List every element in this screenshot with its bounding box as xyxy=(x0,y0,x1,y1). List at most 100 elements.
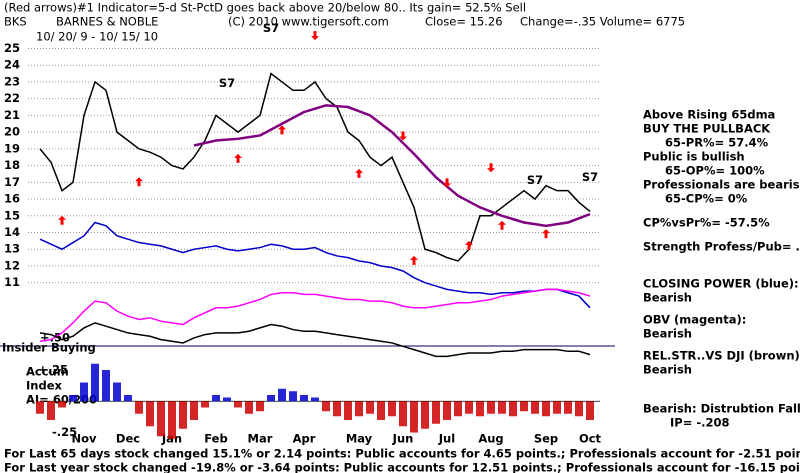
signal-arrow xyxy=(58,215,66,225)
bar xyxy=(454,401,462,417)
series-line xyxy=(39,221,591,309)
legend-status: Bearish xyxy=(643,291,692,305)
x-tick-label: Mar xyxy=(248,432,273,446)
bar xyxy=(135,401,143,414)
panel-note: Professionals are bearish xyxy=(643,178,800,192)
panel-note: CP%vsPr%= -57.5% xyxy=(643,216,770,230)
bar xyxy=(487,401,495,414)
copyright: (C) 2010 www.tigersoft.com xyxy=(228,15,389,29)
bar xyxy=(575,401,583,417)
signal-arrow xyxy=(278,125,286,135)
bar xyxy=(421,401,429,429)
x-tick-label: Apr xyxy=(293,432,316,446)
series-line xyxy=(39,322,591,358)
legend-entry: CLOSING POWER (blue): xyxy=(643,277,799,291)
y-tick-label: 14 xyxy=(4,225,20,239)
bar xyxy=(542,401,550,417)
y-tick-label: 11 xyxy=(4,275,20,289)
signal-arrow xyxy=(234,153,242,163)
signal-arrow xyxy=(498,220,506,230)
signal-arrow xyxy=(399,131,407,141)
bar xyxy=(157,401,165,437)
y-tick-label: 13 xyxy=(4,242,20,256)
close: Close= 15.26 xyxy=(425,15,503,29)
signal-arrow xyxy=(135,177,143,187)
y-tick-label: 17 xyxy=(4,175,20,189)
bar xyxy=(399,401,407,427)
bar xyxy=(80,382,88,402)
signal-arrow xyxy=(487,163,495,173)
y-tick-label: 15 xyxy=(4,208,20,222)
series-line xyxy=(39,288,591,343)
x-tick-label: Sep xyxy=(534,432,558,446)
bar xyxy=(190,401,198,420)
bar xyxy=(377,401,385,420)
bar xyxy=(355,401,363,417)
signal-arrow xyxy=(542,229,550,239)
bar xyxy=(223,397,231,402)
bar xyxy=(102,370,110,402)
panel-note: Above Rising 65dma xyxy=(643,108,775,122)
insider-label: Insider Buying xyxy=(2,341,96,355)
bar xyxy=(278,388,286,402)
bar xyxy=(212,395,220,402)
chart-title: (Red arrows)#1 Indicator=5-d St-PctD goe… xyxy=(4,1,526,15)
signal-label: S7 xyxy=(582,170,598,184)
y-tick-label: 23 xyxy=(4,74,20,88)
bar xyxy=(388,401,396,417)
y-tick-label: 18 xyxy=(4,158,20,172)
company: BARNES & NOBLE xyxy=(56,15,158,29)
y-tick-label: +.25 xyxy=(38,363,68,377)
bar xyxy=(69,395,77,402)
bar xyxy=(300,395,308,402)
y-tick-label: 12 xyxy=(4,258,20,272)
bar xyxy=(124,395,132,402)
y-tick-label: 21 xyxy=(4,108,20,122)
bar xyxy=(146,401,154,427)
legend-status: Bearish xyxy=(643,327,692,341)
y-tick-label: 16 xyxy=(4,192,20,206)
bar xyxy=(498,401,506,414)
x-tick-label: Nov xyxy=(71,432,97,446)
panel-note: 65-CP%= 0% xyxy=(665,192,748,206)
signal-label: S7 xyxy=(219,76,235,90)
x-tick-label: Aug xyxy=(478,432,503,446)
bar xyxy=(168,401,176,439)
x-tick-label: Jun xyxy=(392,432,414,446)
bar xyxy=(564,401,572,414)
bar xyxy=(443,401,451,420)
bar xyxy=(344,401,352,420)
ticker: BKS xyxy=(4,15,27,29)
panel-note: 65-PR%= 57.4% xyxy=(665,136,769,150)
footer-line: For Last year stock changed -19.8% or -3… xyxy=(4,461,800,473)
bar xyxy=(476,401,484,417)
signal-arrow xyxy=(355,168,363,178)
bar xyxy=(113,382,121,402)
accum-label: Index xyxy=(26,379,62,393)
legend-status: Bearish xyxy=(643,363,692,377)
bar xyxy=(509,401,517,417)
bar xyxy=(553,401,561,414)
bar xyxy=(520,401,528,412)
signal-note: Bearish: Distrubtion Falling. xyxy=(643,402,800,416)
legend-entry: REL.STR..VS DJI (brown): xyxy=(643,349,800,363)
series-line xyxy=(39,72,591,262)
y-tick-label: 24 xyxy=(4,58,20,72)
bar xyxy=(333,401,341,417)
change: Change=-.35 Volume= 6775 xyxy=(520,15,685,29)
accum-label: Accum xyxy=(26,365,69,379)
bar xyxy=(366,401,374,414)
signal-arrow xyxy=(465,240,473,250)
legend-entry: OBV (magenta): xyxy=(643,313,746,327)
bar xyxy=(586,401,594,420)
bar xyxy=(234,401,242,408)
x-tick-label: Oct xyxy=(579,432,602,446)
bar xyxy=(432,401,440,424)
signal-arrow xyxy=(443,178,451,188)
panel-note: BUY THE PULLBACK xyxy=(643,122,771,136)
bar xyxy=(36,401,44,414)
bar xyxy=(256,401,264,412)
signal-arrow xyxy=(410,255,418,265)
panel-note: 65-OP%= 100% xyxy=(665,164,765,178)
signal-label: S7 xyxy=(263,21,279,35)
